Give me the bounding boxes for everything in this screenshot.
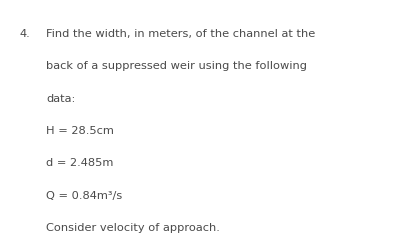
Text: d = 2.485m: d = 2.485m: [46, 158, 113, 168]
Text: 4.: 4.: [19, 29, 30, 39]
Text: back of a suppressed weir using the following: back of a suppressed weir using the foll…: [46, 61, 307, 71]
Text: Consider velocity of approach.: Consider velocity of approach.: [46, 223, 220, 233]
Text: H = 28.5cm: H = 28.5cm: [46, 126, 114, 136]
Text: Q = 0.84m³/s: Q = 0.84m³/s: [46, 191, 122, 201]
Text: Find the width, in meters, of the channel at the: Find the width, in meters, of the channe…: [46, 29, 315, 39]
Text: data:: data:: [46, 94, 75, 104]
